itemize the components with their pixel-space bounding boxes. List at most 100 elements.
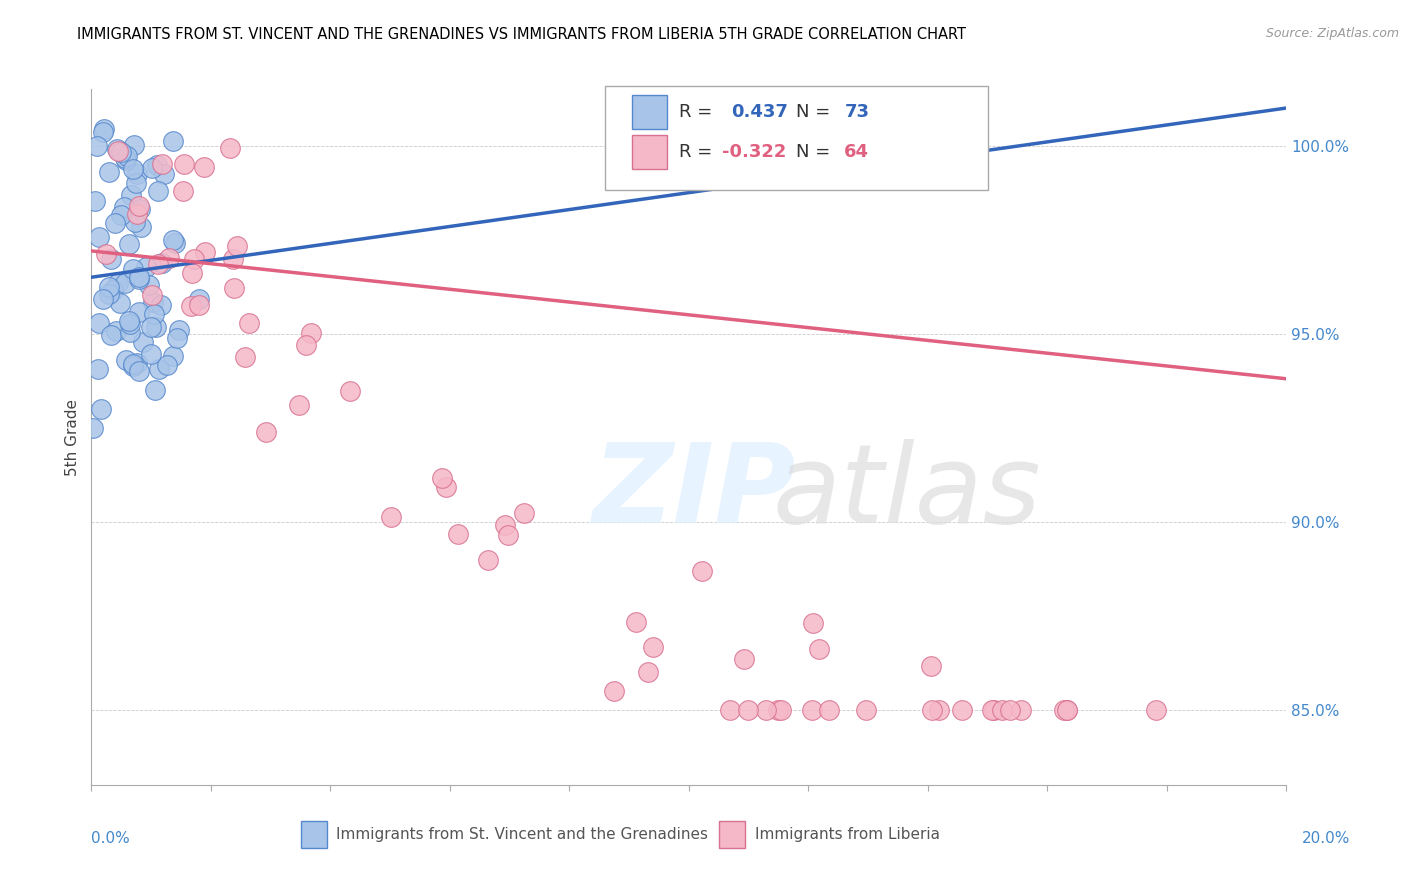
Point bbox=[118, 314, 141, 328]
Point bbox=[105, 142, 128, 156]
Point bbox=[801, 615, 824, 630]
Point bbox=[149, 298, 172, 312]
Point bbox=[118, 236, 141, 251]
Point bbox=[93, 121, 115, 136]
Point bbox=[110, 145, 132, 160]
Point bbox=[1056, 703, 1078, 717]
Point bbox=[125, 206, 148, 220]
Point bbox=[146, 184, 169, 198]
Point bbox=[115, 353, 138, 368]
Point bbox=[120, 188, 142, 202]
Point bbox=[90, 401, 112, 416]
Point bbox=[1056, 703, 1078, 717]
Point bbox=[224, 281, 246, 295]
Point bbox=[254, 425, 277, 440]
Point bbox=[162, 349, 184, 363]
Point bbox=[118, 325, 141, 339]
Point bbox=[808, 641, 831, 656]
Point bbox=[98, 280, 121, 294]
Point bbox=[114, 276, 136, 290]
Text: 0.437: 0.437 bbox=[731, 103, 787, 121]
Point bbox=[222, 252, 245, 267]
Point bbox=[107, 276, 129, 290]
Point bbox=[295, 338, 318, 352]
Point bbox=[494, 518, 516, 533]
Point bbox=[114, 153, 136, 167]
Point bbox=[737, 703, 759, 717]
Point bbox=[157, 251, 180, 265]
Point bbox=[1144, 703, 1167, 717]
Point bbox=[121, 359, 143, 373]
Point bbox=[162, 234, 184, 248]
Point bbox=[226, 239, 249, 253]
Point bbox=[93, 292, 115, 306]
FancyBboxPatch shape bbox=[605, 86, 987, 190]
Point bbox=[125, 167, 148, 181]
Point bbox=[163, 235, 186, 250]
Point bbox=[87, 230, 110, 244]
Point bbox=[950, 703, 973, 717]
Point bbox=[188, 298, 211, 312]
Text: Source: ZipAtlas.com: Source: ZipAtlas.com bbox=[1265, 27, 1399, 40]
Text: Immigrants from Liberia: Immigrants from Liberia bbox=[755, 827, 939, 842]
Point bbox=[110, 296, 132, 310]
Point bbox=[105, 324, 128, 338]
Text: N =: N = bbox=[796, 103, 837, 121]
Point bbox=[1053, 703, 1076, 717]
Point bbox=[83, 194, 105, 208]
Point bbox=[998, 703, 1021, 717]
Point bbox=[138, 277, 160, 292]
Point bbox=[768, 703, 790, 717]
Point bbox=[89, 316, 111, 330]
Point bbox=[637, 665, 659, 679]
Point bbox=[172, 184, 194, 198]
Point bbox=[125, 355, 148, 369]
FancyBboxPatch shape bbox=[631, 135, 668, 169]
Text: 73: 73 bbox=[844, 103, 869, 121]
Point bbox=[145, 158, 167, 172]
Point bbox=[150, 256, 173, 270]
Text: R =: R = bbox=[679, 103, 718, 121]
Point bbox=[496, 528, 519, 542]
Point bbox=[148, 361, 170, 376]
Point bbox=[101, 283, 124, 297]
Point bbox=[690, 564, 713, 578]
Y-axis label: 5th Grade: 5th Grade bbox=[65, 399, 80, 475]
FancyBboxPatch shape bbox=[301, 822, 326, 847]
Point bbox=[142, 295, 165, 310]
Text: IMMIGRANTS FROM ST. VINCENT AND THE GRENADINES VS IMMIGRANTS FROM LIBERIA 5TH GR: IMMIGRANTS FROM ST. VINCENT AND THE GREN… bbox=[77, 27, 966, 42]
Point bbox=[238, 316, 260, 330]
Point bbox=[339, 384, 361, 399]
Point bbox=[125, 176, 148, 190]
Point bbox=[436, 479, 458, 493]
Point bbox=[122, 161, 145, 176]
Point bbox=[166, 331, 188, 345]
Point bbox=[120, 317, 142, 331]
Point bbox=[855, 703, 877, 717]
Point bbox=[991, 703, 1014, 717]
Point bbox=[218, 141, 240, 155]
Point bbox=[128, 305, 150, 319]
Point bbox=[129, 202, 152, 216]
Point bbox=[921, 703, 943, 717]
Point bbox=[128, 269, 150, 284]
Point bbox=[124, 215, 146, 229]
Point bbox=[121, 357, 143, 371]
Point bbox=[112, 200, 135, 214]
Point bbox=[141, 319, 163, 334]
Point bbox=[152, 167, 174, 181]
Point bbox=[100, 327, 122, 342]
Point bbox=[135, 260, 157, 274]
Point bbox=[755, 703, 778, 717]
Point bbox=[183, 252, 205, 267]
Point bbox=[380, 509, 402, 524]
Point bbox=[188, 292, 211, 306]
Point bbox=[602, 683, 624, 698]
Text: -0.322: -0.322 bbox=[723, 143, 787, 161]
Point bbox=[82, 420, 104, 434]
Point bbox=[143, 383, 166, 397]
FancyBboxPatch shape bbox=[631, 95, 668, 128]
Point bbox=[150, 156, 173, 170]
Point bbox=[194, 245, 217, 260]
Text: ZIP: ZIP bbox=[593, 439, 797, 546]
